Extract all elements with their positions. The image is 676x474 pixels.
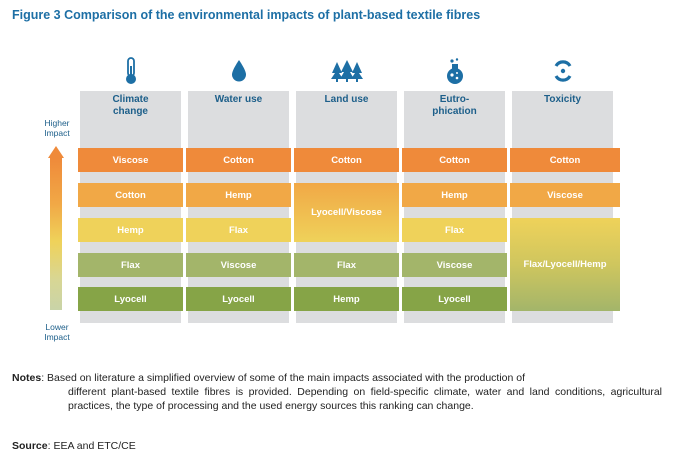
lower-impact-label: Lower Impact bbox=[44, 322, 70, 342]
cell-eutro-5: Lyocell bbox=[402, 287, 507, 311]
cell-land-3: Flax bbox=[294, 253, 399, 277]
cell-climate-1: Viscose bbox=[78, 148, 183, 172]
cell-climate-5: Lyocell bbox=[78, 287, 183, 311]
cell-eutro-2: Hemp bbox=[402, 183, 507, 207]
cell-water-5: Lyocell bbox=[186, 287, 291, 311]
cell-eutro-4: Viscose bbox=[402, 253, 507, 277]
cell-water-3: Flax bbox=[186, 218, 291, 242]
source-text: : EEA and ETC/CE bbox=[47, 440, 136, 452]
trees-icon bbox=[296, 56, 397, 86]
impact-gradient-arrow bbox=[50, 158, 62, 310]
cell-eutro-1: Cotton bbox=[402, 148, 507, 172]
column-bg-water bbox=[188, 91, 289, 323]
cell-toxicity-2: Viscose bbox=[510, 183, 620, 207]
toxicity-icon bbox=[512, 56, 613, 86]
notes-text-continued: different plant-based textile fibres is … bbox=[68, 386, 662, 412]
column-bg-eutro bbox=[404, 91, 505, 323]
cell-water-2: Hemp bbox=[186, 183, 291, 207]
cell-land-1: Cotton bbox=[294, 148, 399, 172]
cell-eutro-3: Flax bbox=[402, 218, 507, 242]
source-label: Source bbox=[12, 440, 48, 452]
cell-water-1: Cotton bbox=[186, 148, 291, 172]
header-eutrophication: Eutro- phication bbox=[432, 94, 477, 117]
arrow-head bbox=[48, 146, 64, 158]
cell-climate-4: Flax bbox=[78, 253, 183, 277]
source: Source: EEA and ETC/CE bbox=[12, 440, 136, 452]
higher-impact-label: Higher Impact bbox=[44, 118, 70, 138]
notes-label: Notes bbox=[12, 372, 42, 384]
figure-title: Figure 3 Comparison of the environmental… bbox=[12, 8, 481, 22]
cell-climate-2: Cotton bbox=[78, 183, 183, 207]
thermometer-icon bbox=[80, 56, 181, 86]
header-water-use: Water use bbox=[214, 94, 263, 105]
cell-land-2: Lyocell/Viscose bbox=[294, 183, 399, 242]
cell-land-4: Hemp bbox=[294, 287, 399, 311]
header-climate-change: Climate change bbox=[112, 94, 149, 117]
cell-climate-3: Hemp bbox=[78, 218, 183, 242]
cell-toxicity-1: Cotton bbox=[510, 148, 620, 172]
flask-icon bbox=[404, 56, 505, 86]
cell-water-4: Viscose bbox=[186, 253, 291, 277]
column-bg-climate bbox=[80, 91, 181, 323]
water-drop-icon bbox=[188, 56, 289, 86]
header-land-use: Land use bbox=[324, 94, 369, 105]
notes-text: : Based on literature a simplified overv… bbox=[41, 372, 526, 384]
header-toxicity: Toxicity bbox=[543, 94, 582, 105]
notes: Notes: Based on literature a simplified … bbox=[12, 371, 662, 413]
cell-toxicity-3: Flax/Lyocell/Hemp bbox=[510, 218, 620, 311]
